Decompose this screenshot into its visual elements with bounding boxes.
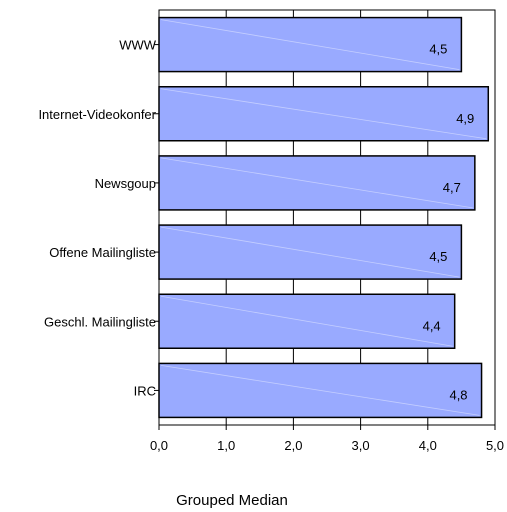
x-tick-label: 4,0 [419, 438, 437, 453]
category-label: WWW [119, 38, 157, 53]
x-tick-label: 2,0 [284, 438, 302, 453]
category-label: Internet-Videokonfer [38, 107, 156, 122]
bar-sheen [160, 295, 453, 347]
grid-lines [225, 10, 429, 425]
category-label: Newsgoup [95, 176, 156, 191]
data-label: 4,5 [429, 42, 447, 57]
category-label: Geschl. Mailingliste [44, 314, 156, 329]
category-labels: WWW Internet-Videokonfer Newsgoup Offene Ma… [38, 38, 159, 398]
x-tick-labels: 0,0 1,0 2,0 3,0 4,0 5,0 [150, 425, 504, 453]
data-label: 4,8 [449, 387, 467, 402]
bars: 4,5 4,9 4,7 4,5 4,4 4,8 [158, 16, 490, 419]
category-label: Offene Mailingliste [49, 245, 156, 260]
data-label: 4,7 [443, 180, 461, 195]
bar-sheen [160, 226, 460, 278]
data-label: 4,5 [429, 249, 447, 264]
x-tick-label: 1,0 [217, 438, 235, 453]
x-tick-label: 3,0 [352, 438, 370, 453]
plot-area-frame [158, 9, 496, 426]
data-label: 4,4 [423, 318, 441, 333]
x-tick-label: 0,0 [150, 438, 168, 453]
data-label: 4,9 [456, 111, 474, 126]
bar-sheen [160, 157, 473, 209]
bar-sheen [160, 88, 487, 140]
x-axis-title: Grouped Median [176, 492, 288, 509]
bar-sheen [160, 19, 460, 70]
category-label: IRC [134, 383, 156, 398]
bar-sheen [160, 365, 480, 416]
x-tick-label: 5,0 [486, 438, 504, 453]
